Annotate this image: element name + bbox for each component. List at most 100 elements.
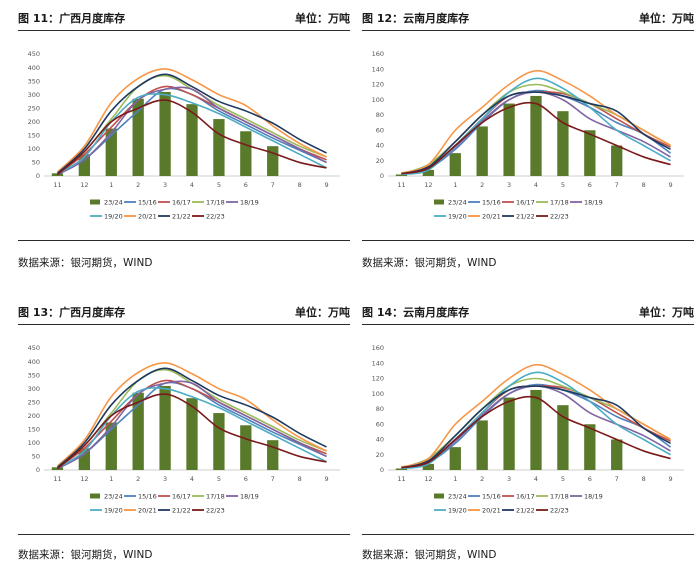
series-line-15-16 [401,89,672,175]
legend-label-15-16: 15/16 [138,199,157,207]
bar-23-24-2 [132,98,144,176]
panel-guangxi-top: 图 11：广西月度库存 单位：万吨 0 50 100 150 200 250 300 350 4… [18,8,350,283]
x-tick-label: 6 [244,475,248,483]
x-tick-label: 1 [109,181,113,189]
bar-23-24-7 [267,440,279,470]
bottom-rule [362,240,694,241]
bar-23-24-12 [422,169,435,176]
panel-title: 图 13：广西月度库存 [18,306,126,319]
bar-23-24-1 [449,153,461,176]
legend-label-17-18: 17/18 [550,493,569,501]
legend-label-17-18: 17/18 [206,199,225,207]
y-tick-label: 400 [28,358,40,366]
legend-label-15-16: 15/16 [482,199,501,207]
x-tick-label: 11 [397,181,405,189]
legend-label-20-21: 20/21 [138,507,157,515]
x-tick-label: 4 [534,181,538,189]
bar-23-24-3 [159,91,171,176]
top-rule [18,324,350,325]
legend-swatch-23-24 [90,199,100,205]
legend-label-22-23: 22/23 [550,213,569,221]
y-tick-label: 60 [376,126,384,134]
x-tick-label: 2 [136,475,140,483]
panel-title: 图 11：广西月度库存 [18,12,126,25]
y-tick-label: 50 [32,159,40,167]
bar-23-24-2 [476,126,488,176]
x-tick-label: 7 [615,475,619,483]
legend-label-23-24: 23/24 [448,493,467,501]
y-tick-label: 60 [376,420,384,428]
series-line-19-20 [57,93,327,175]
legend-label-16-17: 16/17 [172,199,191,207]
y-tick-label: 160 [372,344,384,352]
legend-label-15-16: 15/16 [138,493,157,501]
x-tick-label: 12 [424,181,432,189]
series-line-18-19 [57,380,327,470]
legend-label-17-18: 17/18 [550,199,569,207]
y-tick-label: 350 [28,371,40,379]
panel-title: 图 14：云南月度库存 [362,306,470,319]
bar-23-24-11 [395,174,408,176]
series-line-22-23 [401,101,671,175]
x-tick-label: 5 [561,181,565,189]
x-tick-label: 3 [507,475,511,483]
legend-label-21-22: 21/22 [172,213,191,221]
legend-label-19-20: 19/20 [104,507,123,515]
bar-23-24-1 [105,422,117,470]
legend-label-18-19: 18/19 [584,199,603,207]
panel-unit: 单位：万吨 [639,306,694,319]
y-tick-label: 40 [376,436,384,444]
y-tick-label: 150 [28,426,40,434]
x-tick-label: 12 [80,475,88,483]
x-tick-label: 6 [244,181,248,189]
bar-23-24-3 [503,397,515,470]
y-tick-label: 150 [28,132,40,140]
y-tick-label: 80 [376,111,384,119]
y-tick-label: 300 [28,91,40,99]
x-tick-label: 12 [424,475,432,483]
y-tick-label: 140 [372,359,384,367]
bar-23-24-11 [395,468,408,470]
x-tick-label: 8 [298,475,302,483]
bar-23-24-1 [449,447,461,470]
source-note: 数据来源：银河期货，WIND [362,549,497,561]
y-tick-label: 20 [376,451,384,459]
y-tick-label: 400 [28,64,40,72]
bar-23-24-4 [186,104,198,176]
x-tick-label: 9 [668,181,672,189]
x-tick-label: 4 [190,181,194,189]
legend-label-17-18: 17/18 [206,493,225,501]
y-tick-label: 450 [28,50,40,58]
legend-label-23-24: 23/24 [448,199,467,207]
legend-label-20-21: 20/21 [482,213,501,221]
bar-23-24-5 [213,119,225,176]
legend-label-18-19: 18/19 [240,199,259,207]
x-tick-label: 7 [615,181,619,189]
y-tick-label: 0 [380,466,384,474]
bar-23-24-3 [159,385,171,470]
y-tick-label: 100 [28,439,40,447]
series-line-20-21 [56,68,327,173]
legend-label-19-20: 19/20 [448,507,467,515]
series-line-21-22 [401,91,671,175]
legend-label-21-22: 21/22 [516,213,535,221]
y-tick-label: 450 [28,344,40,352]
series-line-22-23 [56,393,327,470]
series-line-20-21 [401,69,671,174]
legend-label-18-19: 18/19 [584,493,603,501]
series-line-18-19 [57,86,327,176]
x-tick-label: 9 [324,475,328,483]
legend-swatch-23-24 [90,493,100,499]
x-tick-label: 2 [480,475,484,483]
panel-yunnan-bottom: 图 14：云南月度库存 单位：万吨 0 20 40 60 80 100 120 140 160 1… [362,302,694,577]
y-tick-label: 350 [28,77,40,85]
y-tick-label: 20 [376,157,384,165]
y-tick-label: 200 [28,118,40,126]
bar-23-24-12 [422,463,435,470]
legend-label-15-16: 15/16 [482,493,501,501]
y-tick-label: 200 [28,412,40,420]
